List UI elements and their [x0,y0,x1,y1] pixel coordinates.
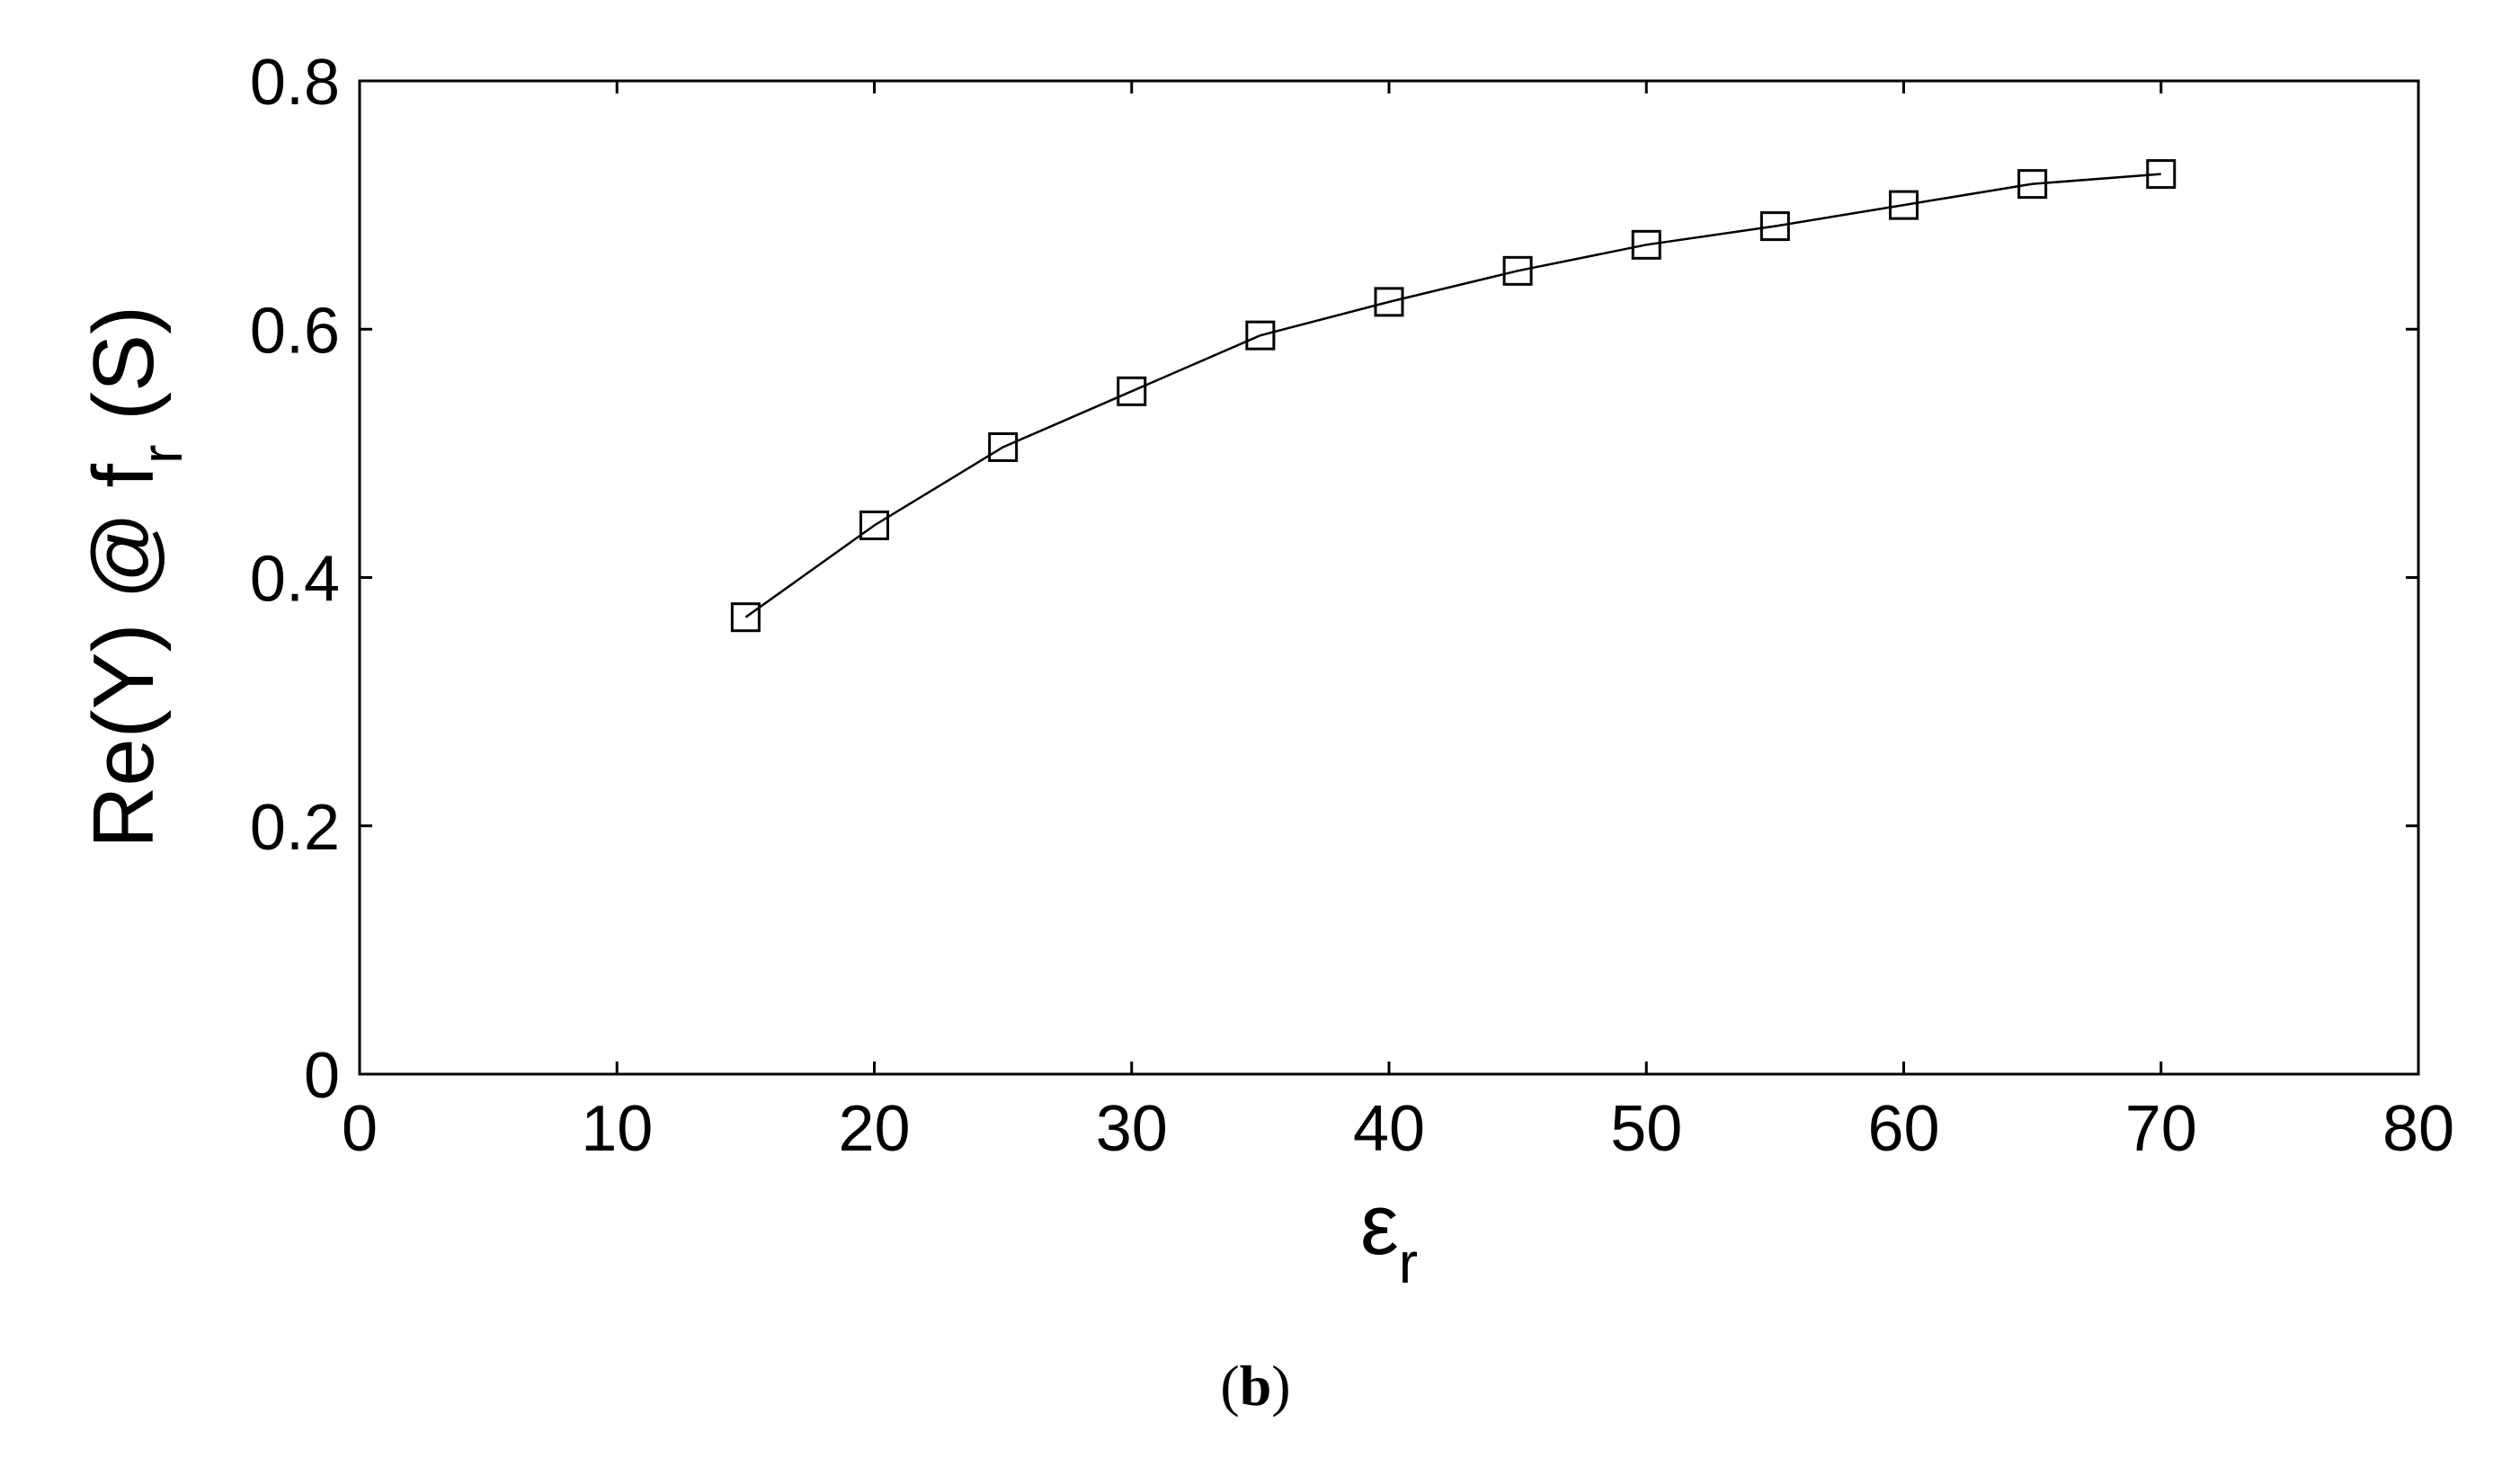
x-tick-label: 10 [581,1093,653,1165]
y-tick-label: 0.6 [250,295,340,367]
x-tick-label: 50 [1610,1093,1682,1165]
x-tick-label: 30 [1096,1093,1168,1165]
x-tick-label: 70 [2125,1093,2197,1165]
data-point-marker [2146,159,2177,190]
y-tick-label: 0 [304,1040,340,1112]
data-point-marker [1502,255,1533,286]
x-tick-label: 0 [342,1093,378,1165]
y-tick-label: 0.4 [250,544,340,616]
data-point-marker [1889,190,1919,220]
figure-caption: (b) [1220,1354,1291,1417]
data-point-marker [1117,376,1147,406]
x-axis-ticks: 0 10 20 30 40 50 60 70 80 [342,81,2454,1165]
data-point-marker [1631,229,1661,260]
x-axis-label: εr [1360,1177,1418,1295]
data-point-marker [988,431,1019,462]
data-point-marker [859,510,889,540]
x-tick-label: 60 [1867,1093,1939,1165]
data-point-marker [730,602,761,633]
x-tick-label: 20 [838,1093,910,1165]
data-point-marker [1245,320,1276,351]
y-axis-ticks: 0 0.2 0.4 0.6 0.8 [250,47,2418,1112]
plot-area [358,79,2420,1076]
y-tick-label: 0.8 [250,47,340,119]
x-tick-label: 40 [1353,1093,1425,1165]
y-tick-label: 0.2 [250,792,340,864]
series-line [730,159,2177,633]
data-point-marker [1759,211,1790,242]
data-point-marker [2017,169,2048,200]
y-axis-label: Re(Y) @ fr (S) [76,306,194,849]
x-tick-label: 80 [2382,1093,2454,1165]
data-point-marker [1374,287,1404,317]
series-path [744,173,2161,618]
